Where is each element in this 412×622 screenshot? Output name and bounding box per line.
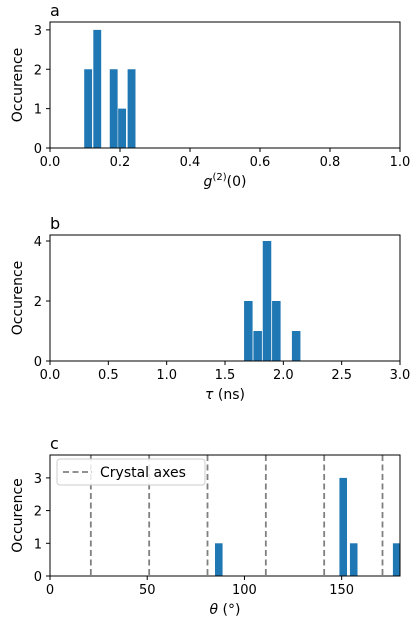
y-axis-label: Occurence — [10, 261, 26, 336]
x-axis-label: θ (°) — [210, 602, 241, 618]
legend: Crystal axes — [56, 458, 206, 486]
y-tick-label: 2 — [34, 63, 42, 78]
x-tick-label: 50 — [139, 583, 156, 598]
y-tick-label: 0 — [34, 355, 42, 370]
x-tick-label: 0.4 — [180, 155, 201, 170]
y-axis-label: Occurence — [10, 48, 26, 123]
bar — [93, 29, 102, 148]
x-axis-label: τ (ns) — [205, 387, 245, 403]
y-tick-label: 4 — [34, 235, 42, 250]
panel-label: c — [50, 434, 59, 453]
bar — [118, 108, 127, 148]
y-axis-label: Occurence — [10, 478, 26, 553]
panel-label: a — [50, 1, 60, 20]
x-tick-label: 0.8 — [320, 155, 341, 170]
y-tick-label: 1 — [34, 103, 42, 118]
bar — [127, 69, 136, 148]
y-tick-label: 1 — [34, 537, 42, 552]
x-tick-label: 2.5 — [331, 368, 352, 383]
x-axis-label-part: (°) — [218, 602, 240, 618]
panel-b: 0.0 0.5 1.0 1.5 2.0 2.5 3.0 0 2 4 Occurence τ (ns) b — [10, 214, 410, 403]
x-tick-label: 1.5 — [215, 368, 236, 383]
bar — [291, 331, 301, 361]
bar — [349, 543, 358, 576]
panel-a: 0.0 0.2 0.4 0.6 0.8 1.0 0 1 2 3 Occurence g(2)(0) a — [10, 1, 410, 190]
x-axis-label-part: (ns) — [213, 387, 245, 403]
y-tick-label: 0 — [34, 570, 42, 585]
panel-label: b — [50, 214, 60, 233]
y-tick-label: 2 — [34, 505, 42, 520]
x-axis-label-part: θ — [210, 602, 219, 618]
y-tick-label: 2 — [34, 295, 42, 310]
x-tick-label: 100 — [232, 583, 257, 598]
y-tick-label: 0 — [34, 142, 42, 157]
x-tick-label: 2.0 — [273, 368, 294, 383]
bar — [109, 69, 118, 148]
x-tick-label: 1.0 — [390, 155, 411, 170]
x-axis-label-part: (0) — [227, 174, 247, 190]
x-tick-label: 3.0 — [390, 368, 411, 383]
bar — [272, 301, 281, 361]
y-tick-label: 3 — [34, 472, 42, 487]
x-tick-label: 0.0 — [40, 155, 61, 170]
bar — [253, 331, 262, 361]
x-tick-label: 0.0 — [40, 368, 61, 383]
plot-frame — [49, 454, 401, 577]
x-tick-label: 0.2 — [110, 155, 131, 170]
x-axis-label: g(2)(0) — [204, 172, 247, 190]
legend-label: Crystal axes — [100, 465, 186, 481]
x-tick-label: 0.5 — [98, 368, 119, 383]
x-tick-label: 0 — [46, 583, 54, 598]
bar — [262, 241, 272, 361]
bar — [244, 301, 253, 361]
plot-frame — [49, 21, 401, 149]
bar — [339, 477, 348, 576]
bar — [392, 543, 401, 576]
x-tick-label: 1.0 — [156, 368, 177, 383]
bar — [214, 543, 223, 576]
bar — [84, 69, 93, 148]
panel-c: Crystal axes 0 50 100 150 0 1 2 3 Occurence θ (°) c — [10, 434, 401, 618]
legend-box — [56, 458, 206, 486]
x-tick-label: 150 — [329, 583, 354, 598]
y-tick-label: 3 — [34, 24, 42, 39]
x-axis-label-part: (2) — [212, 172, 226, 183]
x-axis-label-part: τ — [205, 387, 214, 403]
plot-frame — [49, 234, 401, 362]
x-tick-label: 0.6 — [250, 155, 271, 170]
x-axis-label-part: g — [204, 174, 213, 190]
